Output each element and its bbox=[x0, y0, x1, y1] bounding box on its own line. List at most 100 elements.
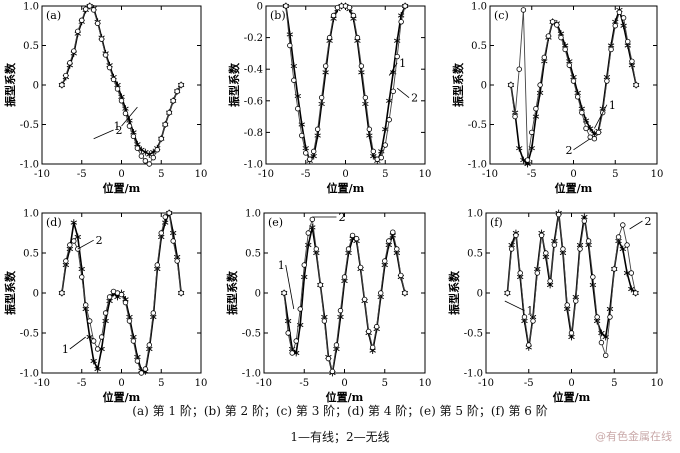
data-point-circle bbox=[317, 282, 324, 288]
data-point-circle bbox=[615, 234, 622, 240]
star-stroke bbox=[581, 214, 588, 220]
data-point-circle bbox=[386, 238, 392, 244]
x-tick-label: -5 bbox=[299, 378, 309, 389]
x-axis-label: 位置/m bbox=[103, 390, 141, 404]
data-point-circle bbox=[59, 290, 65, 296]
data-point-circle bbox=[374, 323, 380, 330]
series-callout-line bbox=[573, 138, 591, 151]
data-point-circle bbox=[295, 105, 301, 112]
data-point-circle bbox=[83, 302, 89, 308]
y-axis-label: 振型系数 bbox=[451, 62, 465, 107]
series-callout-label: 2 bbox=[566, 144, 573, 157]
star-stroke bbox=[318, 101, 325, 107]
star-stroke bbox=[542, 254, 550, 260]
data-point-circle bbox=[86, 3, 93, 9]
data-point-circle bbox=[504, 290, 511, 296]
data-point-circle bbox=[398, 19, 404, 25]
star-stroke bbox=[78, 266, 85, 272]
data-point-circle bbox=[106, 64, 113, 71]
data-point-circle bbox=[138, 370, 145, 376]
data-point-circle bbox=[349, 232, 356, 239]
data-point-circle bbox=[361, 296, 368, 303]
x-tick-label: -10 bbox=[478, 378, 494, 389]
x-tick-label: 0 bbox=[570, 169, 576, 180]
y-tick-label: 1.0 bbox=[23, 209, 39, 220]
star-stroke bbox=[585, 242, 592, 248]
x-tick-label: 5 bbox=[611, 378, 617, 389]
star-stroke bbox=[126, 314, 133, 320]
data-point-circle bbox=[574, 94, 581, 100]
star-stroke bbox=[593, 318, 601, 324]
data-point-circle bbox=[629, 58, 635, 64]
series-line-1 bbox=[506, 212, 637, 348]
star-stroke bbox=[598, 330, 605, 336]
figure-caption-panels: (a) 第 1 阶；(b) 第 2 阶；(c) 第 3 阶；(d) 第 4 阶；… bbox=[132, 404, 548, 418]
star-stroke bbox=[62, 262, 70, 268]
y-tick-label: -0.5 bbox=[464, 329, 483, 340]
data-point-circle bbox=[150, 154, 156, 161]
series-callout-label: 2 bbox=[644, 215, 651, 228]
star-stroke bbox=[142, 150, 149, 155]
data-point-star bbox=[86, 333, 93, 341]
series-callout-line bbox=[121, 106, 138, 127]
data-point-circle bbox=[547, 278, 553, 284]
x-tick-label: 0 bbox=[118, 378, 124, 389]
data-point-circle bbox=[94, 20, 101, 27]
data-point-circle bbox=[130, 338, 137, 344]
data-point-star bbox=[90, 357, 97, 365]
x-tick-label: -5 bbox=[524, 378, 534, 389]
data-point-circle bbox=[63, 258, 69, 264]
series-callout-line bbox=[396, 87, 410, 98]
data-point-circle bbox=[337, 307, 344, 314]
star-stroke bbox=[516, 146, 523, 151]
x-tick-label: 0 bbox=[342, 169, 348, 180]
data-point-circle bbox=[313, 246, 320, 252]
data-point-circle bbox=[357, 264, 364, 271]
series-callout-line bbox=[629, 220, 643, 230]
data-point-circle bbox=[303, 150, 309, 156]
series-callout-label: 1 bbox=[278, 259, 285, 272]
data-point-circle bbox=[390, 88, 396, 95]
star-stroke bbox=[603, 75, 611, 80]
x-axis-label: 位置/m bbox=[553, 390, 591, 404]
data-point-circle bbox=[554, 22, 560, 28]
y-tick-label: -0.5 bbox=[242, 329, 261, 340]
chart-panel-1: -10 -5 0 5 10 -1.0 -0.5 0 0.5 1.0 位置/m 振型系数 (a) 12 bbox=[3, 2, 207, 196]
x-tick-label: -10 bbox=[34, 378, 50, 389]
star-stroke bbox=[366, 133, 373, 138]
data-point-circle bbox=[564, 302, 570, 308]
star-stroke bbox=[82, 306, 89, 312]
data-point-circle bbox=[162, 214, 168, 220]
data-point-circle bbox=[130, 133, 137, 140]
x-tick-label: -5 bbox=[527, 169, 537, 180]
y-axis-label: 振型系数 bbox=[3, 62, 17, 107]
data-point-circle bbox=[162, 121, 168, 128]
chart-panel-5: -10 -5 0 5 10 -1.0 -0.5 0 0.5 1.0 位置/m 振型系数 (e) 1 2 bbox=[225, 209, 431, 405]
star-stroke bbox=[330, 16, 337, 21]
data-point-circle bbox=[595, 129, 602, 136]
data-point-circle bbox=[394, 53, 400, 60]
data-point-circle bbox=[293, 338, 299, 344]
data-point-circle bbox=[346, 4, 353, 11]
chart-panel-4: -10 -5 0 5 10 -1.0 -0.5 0 0.5 1.0 位置/m 振型系数 (d) 1 2 bbox=[3, 209, 207, 405]
data-point-circle bbox=[538, 232, 545, 239]
data-point-circle bbox=[581, 218, 588, 224]
data-point-circle bbox=[83, 6, 89, 12]
data-point-circle bbox=[170, 238, 176, 244]
y-tick-label: -0.5 bbox=[20, 329, 39, 340]
data-point-circle bbox=[402, 290, 408, 296]
x-tick-label: -10 bbox=[258, 169, 274, 180]
star-stroke bbox=[350, 16, 357, 21]
data-point-circle bbox=[365, 328, 372, 335]
data-point-circle bbox=[612, 23, 618, 29]
data-point-circle bbox=[90, 7, 97, 13]
data-point-circle bbox=[86, 318, 93, 324]
x-tick-label: 10 bbox=[419, 378, 432, 389]
data-point-circle bbox=[512, 113, 518, 120]
panel-tag: (f) bbox=[490, 216, 503, 229]
data-point-circle bbox=[122, 110, 129, 117]
data-point-circle bbox=[291, 77, 297, 83]
data-point-circle bbox=[75, 246, 81, 252]
data-point-circle bbox=[134, 358, 141, 364]
